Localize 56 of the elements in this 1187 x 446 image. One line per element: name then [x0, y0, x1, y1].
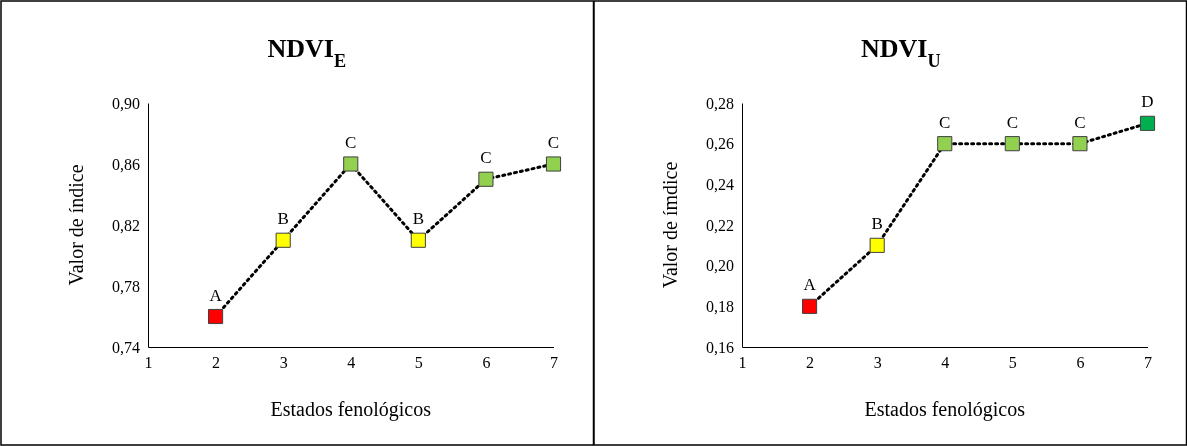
y-tick-label: 0,22 [705, 216, 734, 234]
x-axis-title: Estados fenológicos [270, 398, 432, 421]
y-tick-label: 0,82 [112, 216, 140, 234]
point [410, 232, 426, 248]
y-tick-label: 0,26 [705, 135, 734, 153]
y-tick-label: 0,18 [705, 297, 734, 315]
y-tick-label: 0,20 [705, 257, 734, 275]
annotation: A [802, 275, 816, 295]
chart-title: NDVI$_{E}$ [267, 34, 347, 71]
y-tick-label: 0,90 [112, 94, 140, 112]
y-tick-label: 0,86 [112, 155, 140, 173]
annotation: B [870, 214, 883, 234]
point [936, 136, 952, 152]
x-tick-label: 6 [482, 354, 491, 372]
y-tick-label: 0,74 [112, 338, 140, 356]
y-tick-label: 0,24 [705, 175, 734, 193]
x-tick-label: 7 [550, 354, 558, 372]
x-axis-title: Estados fenológicos [863, 398, 1025, 421]
y-tick-label: 0,16 [705, 338, 734, 356]
y-axis-title: Valor de índice [65, 164, 87, 286]
y-axis-title: Valor de ímdice [658, 161, 681, 289]
x-tick-label: 6 [1075, 354, 1084, 372]
x-tick-label: 2 [212, 354, 221, 372]
point [343, 156, 359, 172]
x-tick-label: 4 [940, 354, 949, 372]
point [275, 232, 291, 248]
y-tick-label: 0,28 [705, 94, 734, 112]
y-tick-label: 0,78 [112, 277, 140, 295]
annotation: D [1140, 92, 1154, 112]
annotation: C [480, 148, 492, 168]
point [1004, 136, 1020, 152]
annotation: B [277, 209, 289, 229]
point [208, 308, 224, 325]
x-tick-label: 2 [805, 354, 814, 372]
annotation: C [1073, 112, 1086, 132]
annotation: C [938, 112, 950, 132]
x-tick-label: 7 [1143, 354, 1152, 372]
point [1139, 115, 1155, 131]
x-tick-label: 1 [144, 354, 153, 372]
x-tick-label: 1 [738, 354, 746, 372]
point [478, 171, 494, 187]
point [869, 237, 885, 253]
point [545, 156, 562, 172]
x-tick-label: 5 [414, 354, 423, 372]
x-tick-label: 5 [1008, 354, 1017, 372]
chart-title: NDVI$_{U}$ [860, 34, 941, 71]
point [801, 298, 817, 314]
x-tick-label: 3 [279, 354, 288, 372]
x-tick-label: 4 [347, 354, 356, 372]
annotation: C [1006, 112, 1018, 132]
annotation: A [209, 285, 223, 305]
annotation: B [412, 209, 425, 229]
annotation: C [547, 133, 560, 152]
point [1071, 136, 1087, 152]
annotation: C [345, 133, 357, 152]
x-tick-label: 3 [873, 354, 882, 372]
